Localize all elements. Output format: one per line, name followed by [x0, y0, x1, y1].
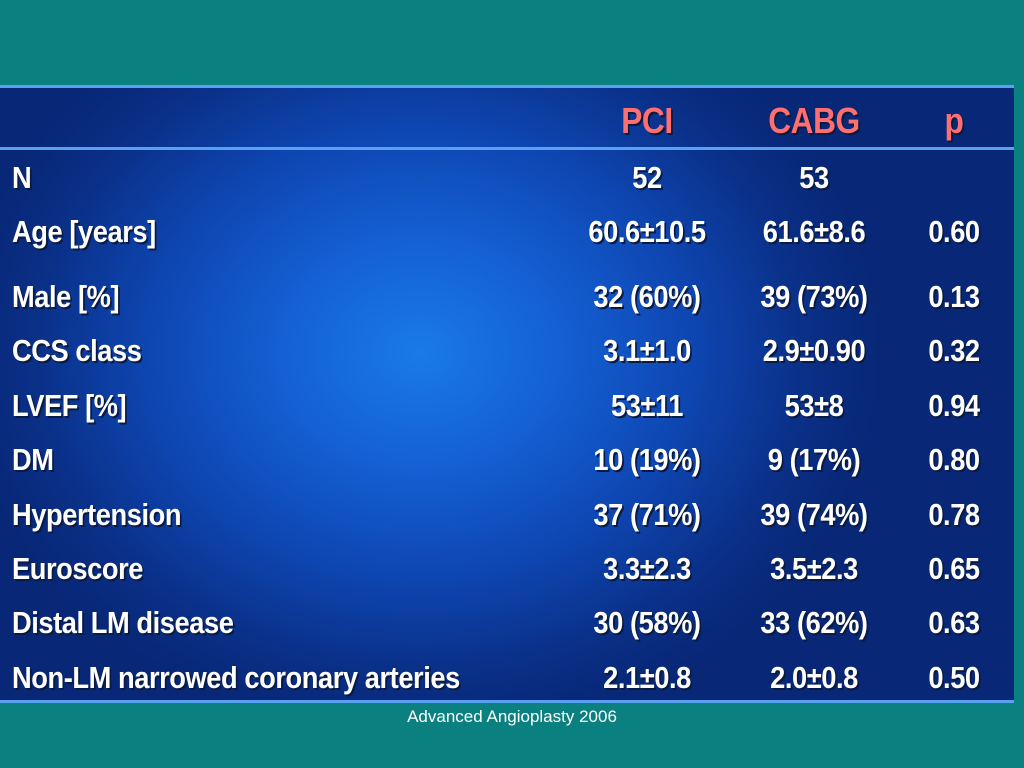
row-label: DM: [12, 442, 54, 477]
cell-pci: 32 (60%): [593, 279, 701, 314]
cell-p: 0.63: [928, 605, 980, 640]
header-cabg: CABG: [768, 100, 860, 141]
row-label: Hypertension: [12, 497, 182, 532]
cell-pci: 3.1±1.0: [603, 333, 691, 368]
table-panel: [0, 85, 1014, 703]
cell-cabg: 3.5±2.3: [770, 551, 858, 586]
cell-cabg: 39 (74%): [760, 497, 868, 532]
cell-pci: 30 (58%): [593, 605, 701, 640]
cell-cabg: 53: [799, 160, 829, 195]
slide-footer: Advanced Angioplasty 2006: [407, 707, 617, 726]
cell-cabg: 9 (17%): [767, 442, 861, 477]
row-label: Euroscore: [12, 551, 143, 586]
cell-p: 0.50: [928, 660, 980, 695]
cell-p: 0.80: [928, 442, 980, 477]
row-label: Age [years]: [12, 214, 156, 249]
cell-cabg: 39 (73%): [760, 279, 868, 314]
cell-pci: 3.3±2.3: [603, 551, 691, 586]
cell-cabg: 2.9±0.90: [762, 333, 866, 368]
cell-p: 0.60: [928, 214, 980, 249]
cell-p: 0.78: [928, 497, 980, 532]
header-p: p: [944, 100, 964, 141]
cell-pci: 10 (19%): [593, 442, 701, 477]
cell-cabg: 33 (62%): [760, 605, 868, 640]
cell-pci: 37 (71%): [593, 497, 701, 532]
cell-pci: 53±11: [611, 388, 683, 423]
cell-p: 0.32: [928, 333, 980, 368]
cell-cabg: 61.6±8.6: [762, 214, 866, 249]
cell-pci: 2.1±0.8: [603, 660, 691, 695]
row-label: Male [%]: [12, 279, 120, 314]
header-divider: [0, 147, 1014, 150]
header-pci: PCI: [621, 100, 673, 141]
cell-pci: 52: [632, 160, 662, 195]
cell-p: 0.94: [928, 388, 980, 423]
row-label: LVEF [%]: [12, 388, 127, 423]
cell-cabg: 53±8: [784, 388, 844, 423]
row-label: CCS class: [12, 333, 142, 368]
row-label: Non-LM narrowed coronary arteries: [12, 660, 460, 695]
cell-pci: 60.6±10.5: [588, 214, 706, 249]
cell-p: 0.65: [928, 551, 980, 586]
row-label: N: [12, 160, 32, 195]
cell-cabg: 2.0±0.8: [770, 660, 858, 695]
row-label: Distal LM disease: [12, 605, 234, 640]
cell-p: 0.13: [928, 279, 980, 314]
